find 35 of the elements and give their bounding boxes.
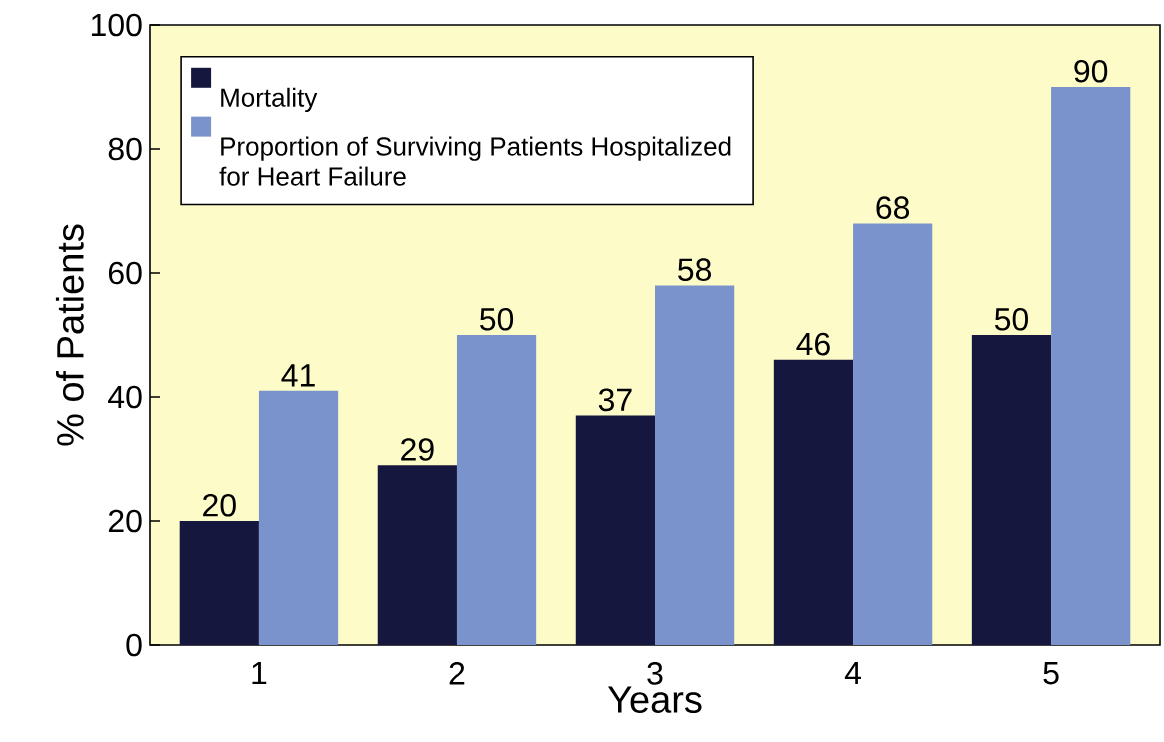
data-label: 50 <box>994 307 1028 331</box>
data-label: 20 <box>203 493 236 517</box>
bar <box>773 359 854 645</box>
x-axis-title: Years <box>607 686 702 713</box>
y-tick-label: 80 <box>108 137 142 161</box>
bar <box>456 334 537 645</box>
data-label: 46 <box>796 332 830 356</box>
bar <box>179 520 259 645</box>
y-tick-label: 20 <box>108 509 142 533</box>
bar <box>655 285 735 645</box>
bar <box>971 334 1052 645</box>
data-label: 41 <box>281 364 315 387</box>
y-axis-title: % of Patients <box>55 224 84 446</box>
bar <box>258 390 339 645</box>
x-tick-label: 2 <box>449 662 465 685</box>
data-label: 50 <box>480 307 514 331</box>
x-tick-label: 5 <box>1043 662 1059 685</box>
x-tick-label: 1 <box>252 662 267 685</box>
bar <box>853 223 933 645</box>
x-tick-label: 3 <box>647 662 663 685</box>
x-tick-label: 4 <box>844 662 861 685</box>
data-label: 68 <box>876 196 910 219</box>
y-tick-label: 0 <box>126 633 142 657</box>
y-tick-label: 40 <box>108 385 142 409</box>
bar <box>377 465 457 645</box>
y-tick-label: 100 <box>91 13 142 37</box>
data-label: 58 <box>678 258 712 281</box>
legend-label: Mortality <box>221 87 318 113</box>
y-tick-label: 60 <box>108 261 142 285</box>
legend-label: Proportion of Surviving Patients Hospitalized for Heart Failure <box>219 136 731 186</box>
bar <box>1051 86 1131 645</box>
data-label: 29 <box>401 438 434 461</box>
data-label: 37 <box>598 388 632 412</box>
bar <box>575 415 655 645</box>
data-label: 90 <box>1074 59 1108 83</box>
